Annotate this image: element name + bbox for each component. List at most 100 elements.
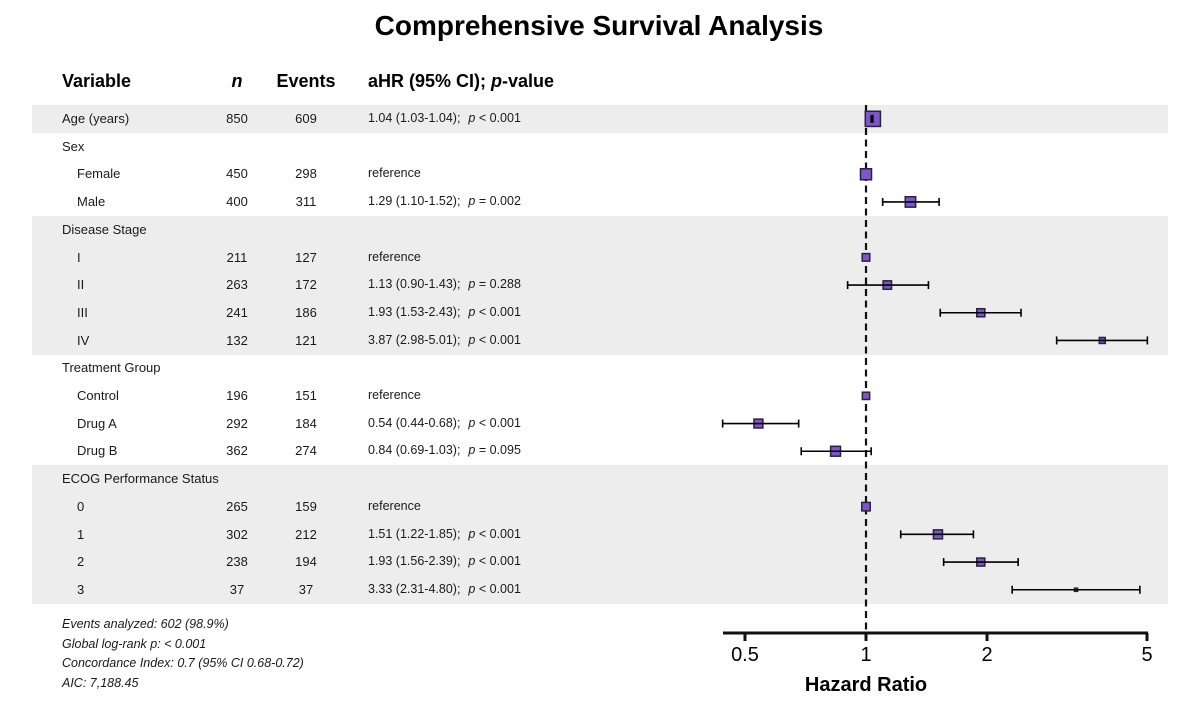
row-n-value: 450: [226, 166, 248, 182]
forest-marker: [800, 445, 872, 457]
row-band: [32, 271, 1168, 300]
forest-marker: [861, 501, 871, 512]
row-label: 0: [77, 498, 85, 514]
row-n-value: 302: [226, 526, 248, 542]
row-events-value: 194: [295, 554, 317, 570]
row-events-value: 212: [295, 526, 317, 542]
row-ahr-value: reference: [368, 244, 421, 272]
row-ci-text: 0.54 (0.44-0.68);: [368, 415, 461, 430]
x-axis-tick-label: 5: [1141, 644, 1153, 666]
forest-marker: [881, 196, 940, 208]
row-ahr-value: 1.29 (1.10-1.52); p = 0.002: [368, 188, 521, 216]
row-p-value: p < 0.001: [468, 332, 521, 347]
row-p-value: p = 0.288: [468, 277, 521, 292]
row-p-value: p = 0.095: [468, 443, 521, 458]
row-p-value: p < 0.001: [468, 415, 521, 430]
row-ci-text: 1.93 (1.53-2.43);: [368, 304, 461, 319]
row-label: Drug B: [77, 443, 118, 459]
row-n-value: 265: [226, 498, 248, 514]
row-ahr-value: 1.51 (1.22-1.85); p < 0.001: [368, 521, 521, 549]
row-ci-text: 1.04 (1.03-1.04);: [368, 111, 461, 125]
row-events-value: 127: [295, 249, 317, 265]
row-events-value: 186: [295, 304, 317, 320]
row-label: Control: [77, 388, 119, 403]
row-band: [32, 215, 1168, 244]
row-events-value: 172: [295, 277, 317, 293]
row-n-value: 132: [226, 332, 248, 348]
hr-point-square: [861, 391, 871, 401]
row-ci-text: 0.84 (0.69-1.03);: [368, 443, 461, 458]
forest-marker: [861, 391, 871, 401]
row-ahr-value: reference: [368, 160, 421, 188]
row-events-value: 609: [295, 111, 317, 126]
row-ci-text: 3.87 (2.98-5.01);: [368, 332, 461, 347]
row-label: 1: [77, 526, 85, 542]
row-label: IV: [77, 332, 90, 348]
row-ci-text: 3.33 (2.31-4.80);: [368, 581, 461, 596]
footnotes: Events analyzed: 602 (98.9%) Global log-…: [62, 615, 304, 693]
row-ahr-value: 0.84 (0.69-1.03); p = 0.095: [368, 437, 521, 465]
column-header-ahr: aHR (95% CI); p-value: [368, 68, 554, 94]
row-p-value: p < 0.001: [468, 304, 521, 319]
row-ahr-value: 1.93 (1.56-2.39); p < 0.001: [368, 548, 521, 576]
forest-marker: [939, 307, 1022, 318]
row-ci-text: 1.29 (1.10-1.52);: [368, 194, 461, 209]
x-axis-tick-label: 2: [981, 644, 993, 666]
forest-marker: [721, 418, 800, 429]
row-label: 3: [77, 581, 85, 597]
row-events-value: 159: [295, 498, 317, 514]
events-analyzed-note: Events analyzed: 602 (98.9%): [62, 617, 229, 631]
row-label: Female: [77, 166, 121, 182]
x-axis-title: Hazard Ratio: [804, 674, 928, 696]
row-label: I: [77, 249, 81, 265]
row-label: 2: [77, 554, 85, 570]
row-events-value: 298: [295, 166, 317, 182]
row-label: Disease Stage: [62, 221, 147, 237]
global-logrank-note: Global log-rank p: < 0.001: [62, 636, 207, 651]
row-events-value: 121: [295, 332, 317, 348]
row-ahr-value: 1.13 (0.90-1.43); p = 0.288: [368, 271, 521, 299]
row-band: [32, 105, 1168, 134]
row-n-value: 263: [226, 277, 248, 293]
row-n-value: 850: [226, 111, 248, 126]
row-n-value: 196: [226, 388, 248, 403]
aic-note: AIC: 7,188.45: [62, 675, 139, 690]
row-ci-text: reference: [368, 249, 421, 264]
row-n-value: 362: [226, 443, 248, 459]
forest-marker: [846, 280, 930, 291]
row-label: Treatment Group: [62, 360, 161, 376]
row-ahr-value: 0.54 (0.44-0.68); p < 0.001: [368, 410, 521, 438]
row-events-value: 274: [295, 443, 317, 459]
row-p-value: p < 0.001: [468, 581, 521, 596]
row-label: III: [77, 304, 88, 320]
hr-point-square: [861, 252, 871, 262]
row-n-value: 211: [226, 249, 248, 265]
row-band: [32, 465, 1168, 494]
row-label: ECOG Performance Status: [62, 471, 219, 487]
forest-marker: [942, 557, 1019, 567]
x-axis-tick-label: 0.5: [731, 644, 759, 666]
row-p-value: p < 0.001: [468, 526, 521, 541]
row-n-value: 37: [229, 581, 245, 597]
hr-point-square: [859, 167, 873, 181]
row-n-value: 238: [226, 554, 248, 570]
row-band: [32, 520, 1168, 549]
row-label: Age (years): [62, 111, 130, 126]
row-band: [32, 326, 1168, 355]
chart-title: Comprehensive Survival Analysis: [374, 10, 824, 41]
row-n-value: 292: [226, 415, 248, 431]
row-n-value: 241: [226, 304, 248, 320]
row-events-value: 184: [295, 415, 317, 431]
row-events-value: 37: [298, 581, 314, 597]
forest-marker: [861, 252, 871, 262]
column-header-events: Events: [276, 71, 336, 91]
column-header-ahr-pre: aHR (95% CI);: [368, 71, 492, 91]
row-ahr-value: 3.33 (2.31-4.80); p < 0.001: [368, 576, 521, 604]
hr-point-square: [861, 501, 871, 512]
row-p-value: p = 0.002: [468, 194, 521, 209]
row-band: [32, 575, 1168, 605]
